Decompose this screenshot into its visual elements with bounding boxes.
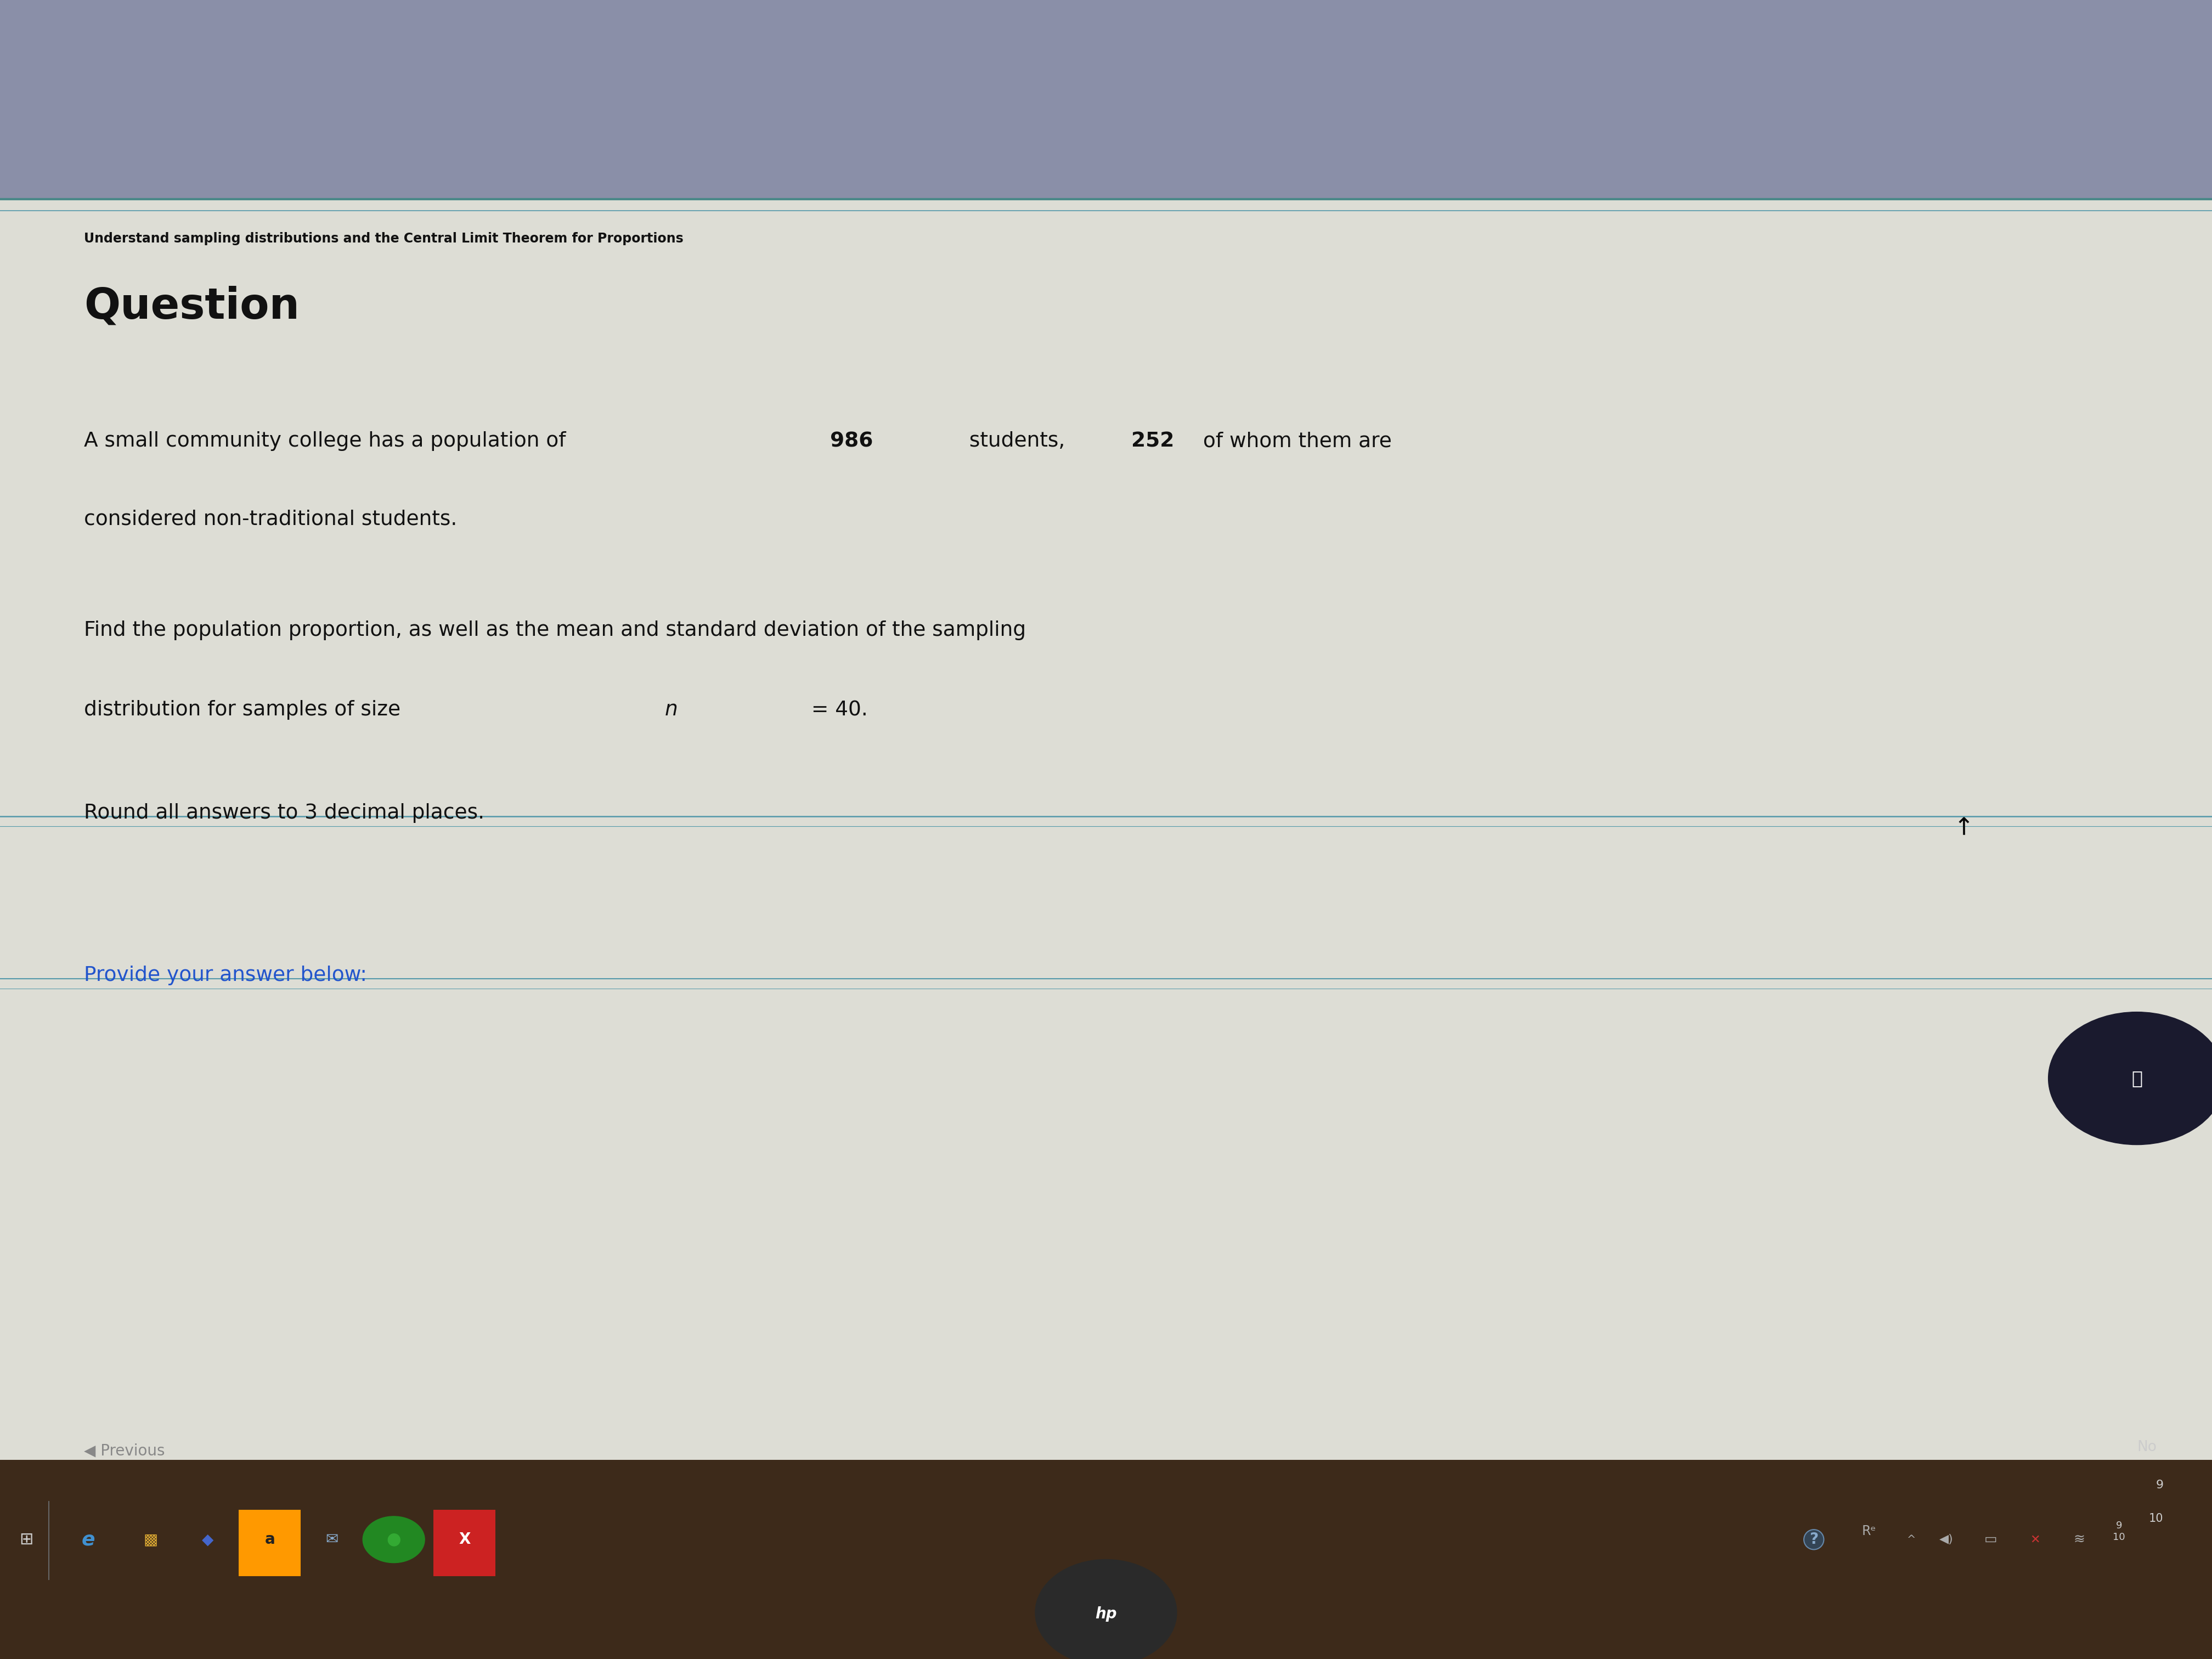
FancyBboxPatch shape <box>0 0 2212 199</box>
Text: Provide your answer below:: Provide your answer below: <box>84 966 367 985</box>
Text: 10: 10 <box>2148 1513 2163 1525</box>
Circle shape <box>363 1516 425 1563</box>
Text: = 40.: = 40. <box>805 700 867 720</box>
Text: X: X <box>458 1531 471 1548</box>
Text: ▭: ▭ <box>1984 1533 1997 1546</box>
Text: ^: ^ <box>1907 1535 1916 1545</box>
Text: hp: hp <box>1095 1606 1117 1623</box>
FancyBboxPatch shape <box>434 1510 495 1576</box>
Text: 9
10: 9 10 <box>2112 1521 2126 1541</box>
Text: ↖: ↖ <box>1947 813 1978 844</box>
Text: ◀): ◀) <box>1940 1535 1953 1545</box>
Text: students,: students, <box>962 431 1071 451</box>
Text: Round all answers to 3 decimal places.: Round all answers to 3 decimal places. <box>84 803 484 823</box>
Text: considered non-traditional students.: considered non-traditional students. <box>84 509 458 529</box>
Text: ◀ Previous: ◀ Previous <box>84 1443 166 1458</box>
Text: ●: ● <box>387 1531 400 1548</box>
FancyBboxPatch shape <box>239 1510 301 1576</box>
Text: 252: 252 <box>1130 431 1175 451</box>
Text: ✉: ✉ <box>325 1531 338 1548</box>
Text: 986: 986 <box>830 431 874 451</box>
Text: Question: Question <box>84 285 299 327</box>
Circle shape <box>2048 1012 2212 1145</box>
Text: No: No <box>2137 1440 2157 1455</box>
Text: distribution for samples of size: distribution for samples of size <box>84 700 407 720</box>
Text: A small community college has a population of: A small community college has a populati… <box>84 431 573 451</box>
Text: ⬜: ⬜ <box>2132 1070 2141 1087</box>
Text: Find the population proportion, as well as the mean and standard deviation of th: Find the population proportion, as well … <box>84 620 1026 640</box>
Text: e: e <box>82 1530 95 1550</box>
Text: ◆: ◆ <box>201 1531 215 1548</box>
Text: ▩: ▩ <box>144 1531 157 1548</box>
Text: Rᵉ: Rᵉ <box>1863 1525 1876 1538</box>
FancyBboxPatch shape <box>0 199 2212 1460</box>
Text: Understand sampling distributions and the Central Limit Theorem for Proportions: Understand sampling distributions and th… <box>84 232 684 246</box>
Text: ≋: ≋ <box>2073 1533 2086 1546</box>
Text: ⊞: ⊞ <box>20 1531 33 1548</box>
Text: 9: 9 <box>2154 1480 2163 1491</box>
FancyBboxPatch shape <box>0 1460 2212 1659</box>
Circle shape <box>1035 1559 1177 1659</box>
Text: ✕: ✕ <box>2031 1535 2039 1545</box>
Text: of whom them are: of whom them are <box>1197 431 1391 451</box>
Text: a: a <box>265 1531 274 1548</box>
Text: ?: ? <box>1809 1531 1818 1548</box>
Text: n: n <box>666 700 677 720</box>
